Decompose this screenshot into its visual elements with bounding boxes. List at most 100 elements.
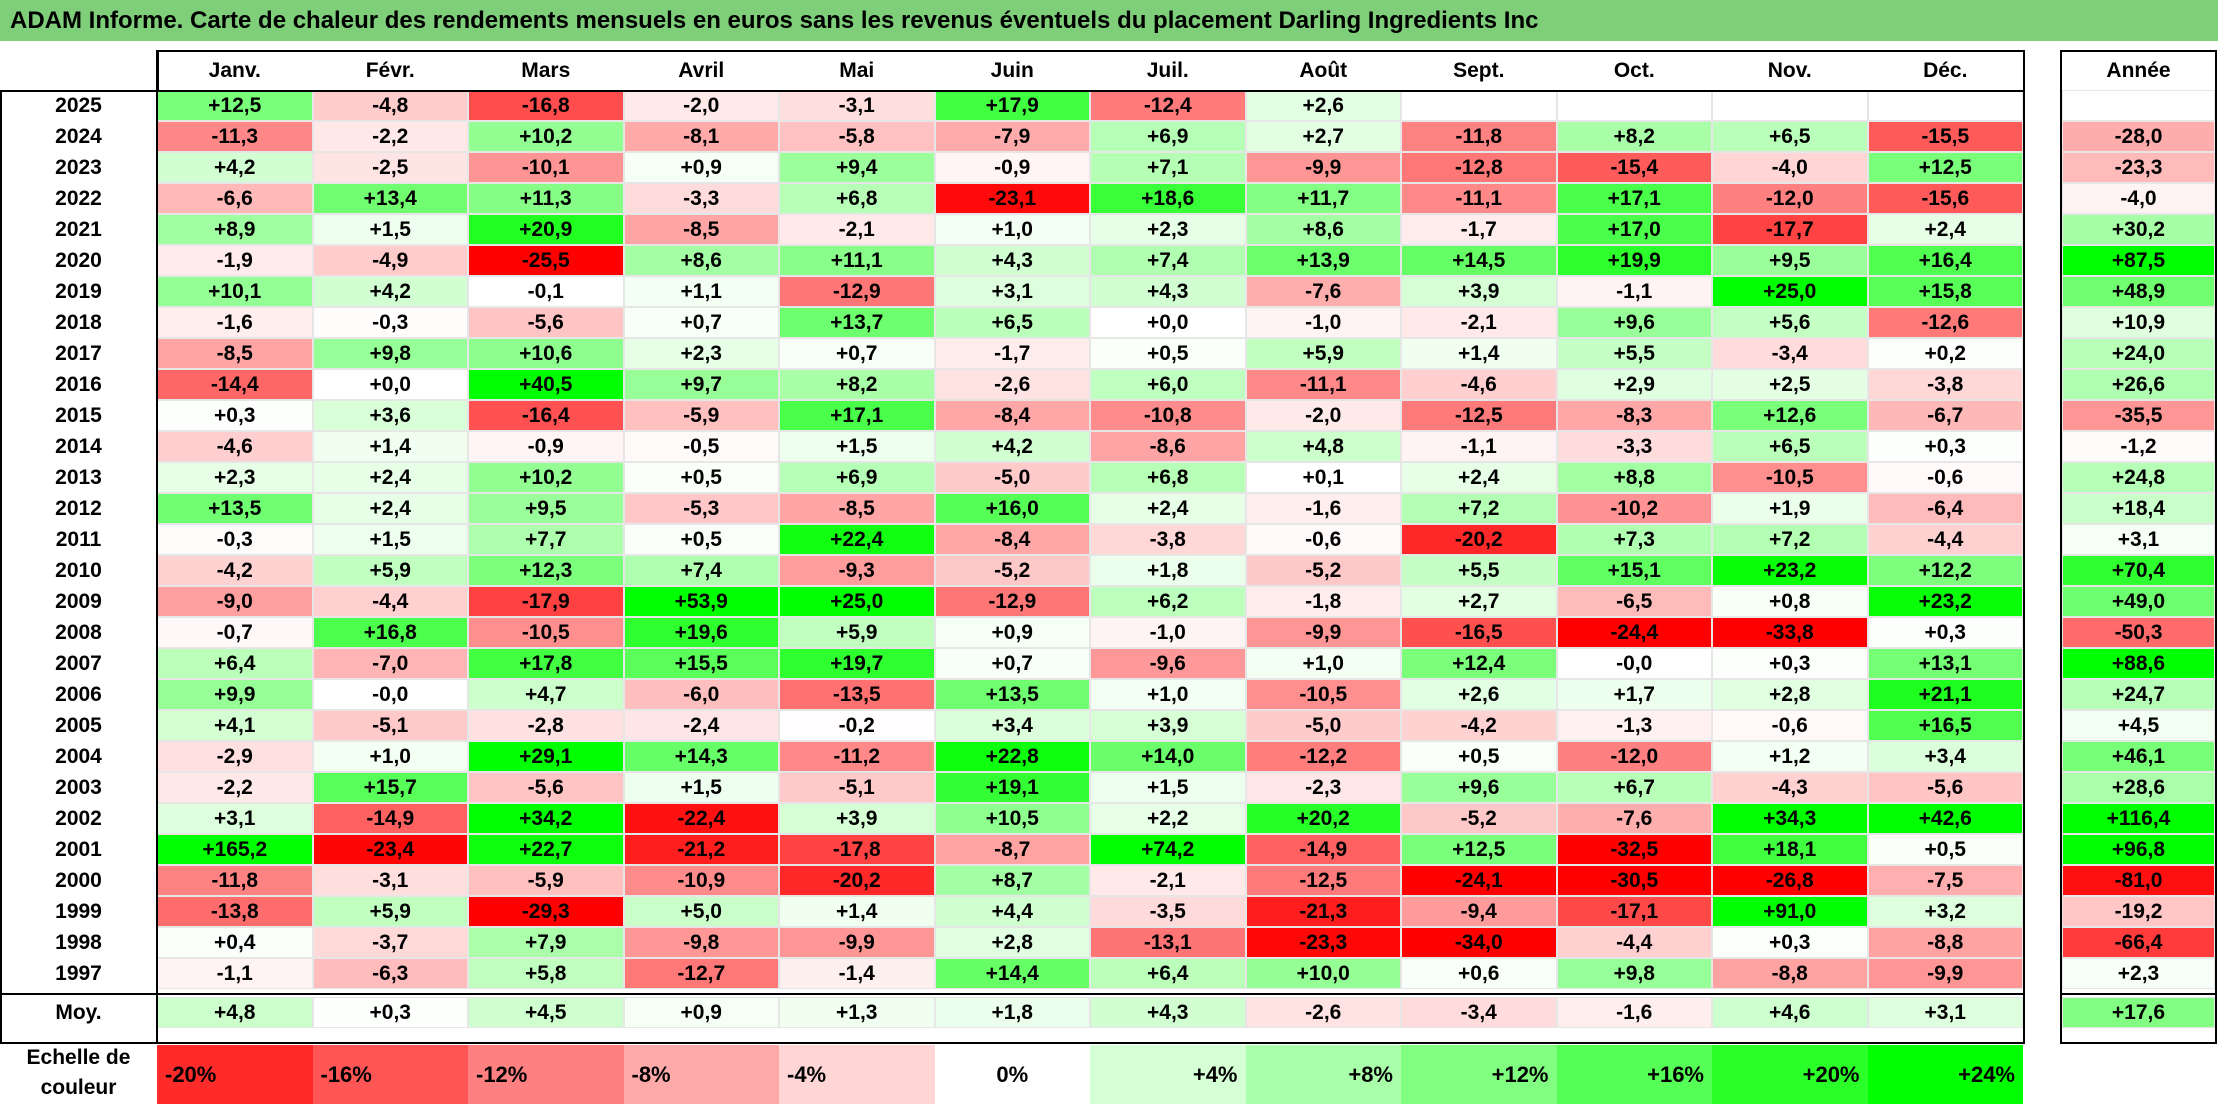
heatmap-cell: +8,7 [934,865,1090,896]
year-label: 2000 [55,869,102,892]
heatmap-cell: -5,9 [623,400,779,431]
heatmap-cell: +1,0 [312,741,468,772]
heatmap-cell: +12,5 [157,90,313,121]
heatmap-cell: +3,9 [779,803,935,834]
heatmap-cell: -1,3 [1556,710,1712,741]
heatmap-cell: +12,2 [1867,555,2023,586]
annual-cell: +88,6 [2062,648,2215,679]
heatmap-cell: +3,6 [312,400,468,431]
heatmap-cell: +10,2 [468,462,624,493]
heatmap-cell: +25,0 [779,586,935,617]
heatmap-cell [1867,90,2023,121]
heatmap-cell: -12,8 [1401,152,1557,183]
heatmap-cell: -7,6 [1556,803,1712,834]
year-label: 2018 [55,311,102,334]
heatmap-cell: -5,2 [934,555,1090,586]
heatmap-cell: +0,1 [1245,462,1401,493]
heatmap-cell: +16,5 [1867,710,2023,741]
heatmap-cell: +7,4 [623,555,779,586]
heatmap-cell: +22,4 [779,524,935,555]
heatmap-cell: +11,7 [1245,183,1401,214]
heatmap-cell: -16,4 [468,400,624,431]
heatmap-cell [1712,90,1868,121]
year-label: 2019 [55,280,102,303]
heatmap-cell: -8,8 [1712,958,1868,989]
heatmap-cell: +0,5 [623,524,779,555]
heatmap-cell: -0,6 [1867,462,2023,493]
average-cell: +4,5 [468,997,624,1028]
heatmap-cell: +165,2 [157,834,313,865]
heatmap-cell: -4,4 [1867,524,2023,555]
heatmap-cell: -9,8 [623,927,779,958]
month-header: Sept. [1453,59,1505,82]
heatmap-cell: -6,7 [1867,400,2023,431]
heatmap-cell: +6,4 [1090,958,1246,989]
heatmap-cell: -4,4 [312,586,468,617]
heatmap-cell: -4,3 [1712,772,1868,803]
heatmap-cell: -8,8 [1867,927,2023,958]
heatmap-cell: +7,2 [1401,493,1557,524]
heatmap-cell: -2,2 [157,772,313,803]
heatmap-cell: -12,5 [1245,865,1401,896]
heatmap-cell: -5,2 [1245,555,1401,586]
annual-cell: -66,4 [2062,927,2215,958]
month-header: Mai [839,59,875,82]
heatmap-cell: -6,6 [157,183,313,214]
heatmap-cell: +15,7 [312,772,468,803]
heatmap-cell: -4,9 [312,245,468,276]
heatmap-cell: +0,3 [1867,617,2023,648]
heatmap-cell: -2,1 [1401,307,1557,338]
heatmap-cell: +21,1 [1867,679,2023,710]
annual-cell: -28,0 [2062,121,2215,152]
year-label: 2004 [55,745,102,768]
heatmap-cell: +16,0 [934,493,1090,524]
heatmap-cell: -7,0 [312,648,468,679]
heatmap-cell: +10,2 [468,121,624,152]
heatmap-cell: -4,6 [1401,369,1557,400]
heatmap-cell: +7,4 [1090,245,1246,276]
scale-swatch: -16% [312,1045,468,1104]
heatmap-cell: +1,4 [1401,338,1557,369]
heatmap-cell: +0,4 [157,927,313,958]
heatmap-cell: +9,8 [312,338,468,369]
heatmap-cell: -9,9 [1245,617,1401,648]
heatmap-cell: +9,5 [468,493,624,524]
heatmap-cell: -12,9 [934,586,1090,617]
heatmap-cell: +5,9 [779,617,935,648]
heatmap-cell: -8,5 [623,214,779,245]
heatmap-cell: +23,2 [1712,555,1868,586]
heatmap-cell: -17,9 [468,586,624,617]
heatmap-cell: +14,5 [1401,245,1557,276]
heatmap-cell: -23,4 [312,834,468,865]
heatmap-cell: -10,1 [468,152,624,183]
heatmap-cell: +4,2 [934,431,1090,462]
average-divider [0,993,2025,995]
heatmap-cell: +0,7 [623,307,779,338]
heatmap-cell: +11,1 [779,245,935,276]
heatmap-cell: -7,9 [934,121,1090,152]
heatmap-cell: +0,3 [1867,431,2023,462]
heatmap-cell: -24,1 [1401,865,1557,896]
annual-cell: +2,3 [2062,958,2215,989]
heatmap-cell: +0,2 [1867,338,2023,369]
heatmap-cell: -17,7 [1712,214,1868,245]
average-cell: +4,3 [1090,997,1246,1028]
heatmap-cell: -0,7 [157,617,313,648]
heatmap-cell: +0,9 [623,152,779,183]
heatmap-cell: +19,9 [1556,245,1712,276]
heatmap-cell: +2,4 [1090,493,1246,524]
heatmap-cell: -0,2 [779,710,935,741]
heatmap-cell: -3,5 [1090,896,1246,927]
heatmap-cell: +8,8 [1556,462,1712,493]
heatmap-cell: -1,1 [1556,276,1712,307]
heatmap-cell: +6,5 [1712,431,1868,462]
average-cell: -3,4 [1401,997,1557,1028]
heatmap-cell: +12,5 [1401,834,1557,865]
heatmap-cell: +1,2 [1712,741,1868,772]
annual-cell: +3,1 [2062,524,2215,555]
heatmap-cell: +9,4 [779,152,935,183]
average-cell: +0,9 [623,997,779,1028]
heatmap-cell: +0,0 [1090,307,1246,338]
heatmap-cell: +1,7 [1556,679,1712,710]
scale-swatch: +8% [1245,1045,1401,1104]
